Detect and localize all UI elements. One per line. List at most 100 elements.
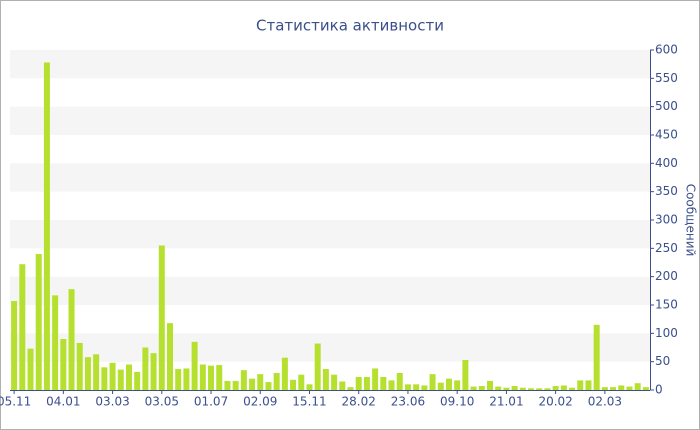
bar [60,339,67,390]
bar [142,347,149,390]
bar [191,341,198,390]
bar [109,362,116,390]
bar [134,371,141,390]
bar [363,376,370,390]
bar [388,380,395,390]
bar [199,364,206,390]
bar [372,368,379,390]
bar [43,62,50,390]
bar [355,376,362,390]
bar [224,380,231,390]
bar [421,385,428,390]
x-tick-label: 05.11 [0,395,31,409]
y-tick-label: 100 [655,326,678,340]
bar [437,382,444,390]
bar [429,374,436,390]
bar [339,381,346,390]
grid-band [10,163,650,192]
x-tick-label: 23.06 [391,395,425,409]
bar [167,323,173,390]
bar [503,387,510,390]
bar [76,342,83,390]
bar [265,382,272,390]
bar [569,387,576,390]
grid-band [10,220,650,249]
y-tick-label: 50 [655,354,670,368]
grid-band [10,50,650,79]
bar [257,374,264,390]
bar [552,386,559,390]
bar [404,384,411,390]
bar [150,353,157,390]
bar [445,378,452,390]
y-tick-label: 450 [655,128,678,142]
bar [232,380,239,390]
bar [593,324,600,390]
chart-title: Статистика активности [256,17,444,35]
bar [610,387,617,390]
y-tick-label: 350 [655,184,678,198]
bar [470,386,477,390]
y-tick-label: 500 [655,99,678,113]
bar [454,380,461,390]
bar [544,388,551,390]
bar [216,365,223,390]
bar [634,383,641,390]
bar [396,373,403,390]
x-tick-label: 21.01 [489,395,523,409]
bar [175,369,182,390]
bar [413,384,420,390]
x-tick-label: 03.05 [145,395,179,409]
y-tick-label: 400 [655,156,678,170]
y-tick-label: 250 [655,241,678,255]
bar [68,289,75,390]
bar [249,378,256,390]
bar [183,368,190,390]
y-tick-label: 600 [655,43,678,57]
bar [380,376,387,390]
bar [331,374,338,390]
bar [117,369,124,390]
bar [322,369,329,390]
y-tick-label: 300 [655,213,678,227]
bar [27,348,34,390]
x-tick-label: 03.03 [95,395,129,409]
x-tick-label: 02.03 [588,395,622,409]
bar [511,386,518,390]
bar [462,359,469,390]
bar [240,370,247,390]
grid-band [10,106,650,135]
bar [495,386,502,390]
bar [281,357,288,390]
bar [626,386,633,390]
bar [585,380,592,390]
x-tick-label: 28.02 [342,395,376,409]
bar [158,245,165,390]
x-tick-label: 02.09 [243,395,277,409]
bar [35,254,42,390]
bar [519,387,526,390]
bar [84,357,91,390]
x-tick-label: 09.10 [440,395,474,409]
bar [290,379,297,390]
x-tick-label: 15.11 [292,395,326,409]
y-tick-label: 0 [655,383,663,397]
bar [314,343,321,390]
y-axis-label: Сообщений [684,184,698,257]
bar [19,264,26,390]
x-tick-label: 20.02 [538,395,572,409]
bar [536,388,543,390]
y-tick-label: 150 [655,298,678,312]
bar [52,295,59,390]
bar [347,387,354,390]
y-tick-label: 200 [655,269,678,283]
x-tick-label: 01.07 [194,395,228,409]
bar [478,386,485,390]
bar [298,374,305,390]
bar [618,385,625,390]
bar [125,364,132,390]
grid-band [10,333,650,362]
x-tick-label: 04.01 [46,395,80,409]
bar [93,354,100,390]
y-tick-label: 550 [655,71,678,85]
